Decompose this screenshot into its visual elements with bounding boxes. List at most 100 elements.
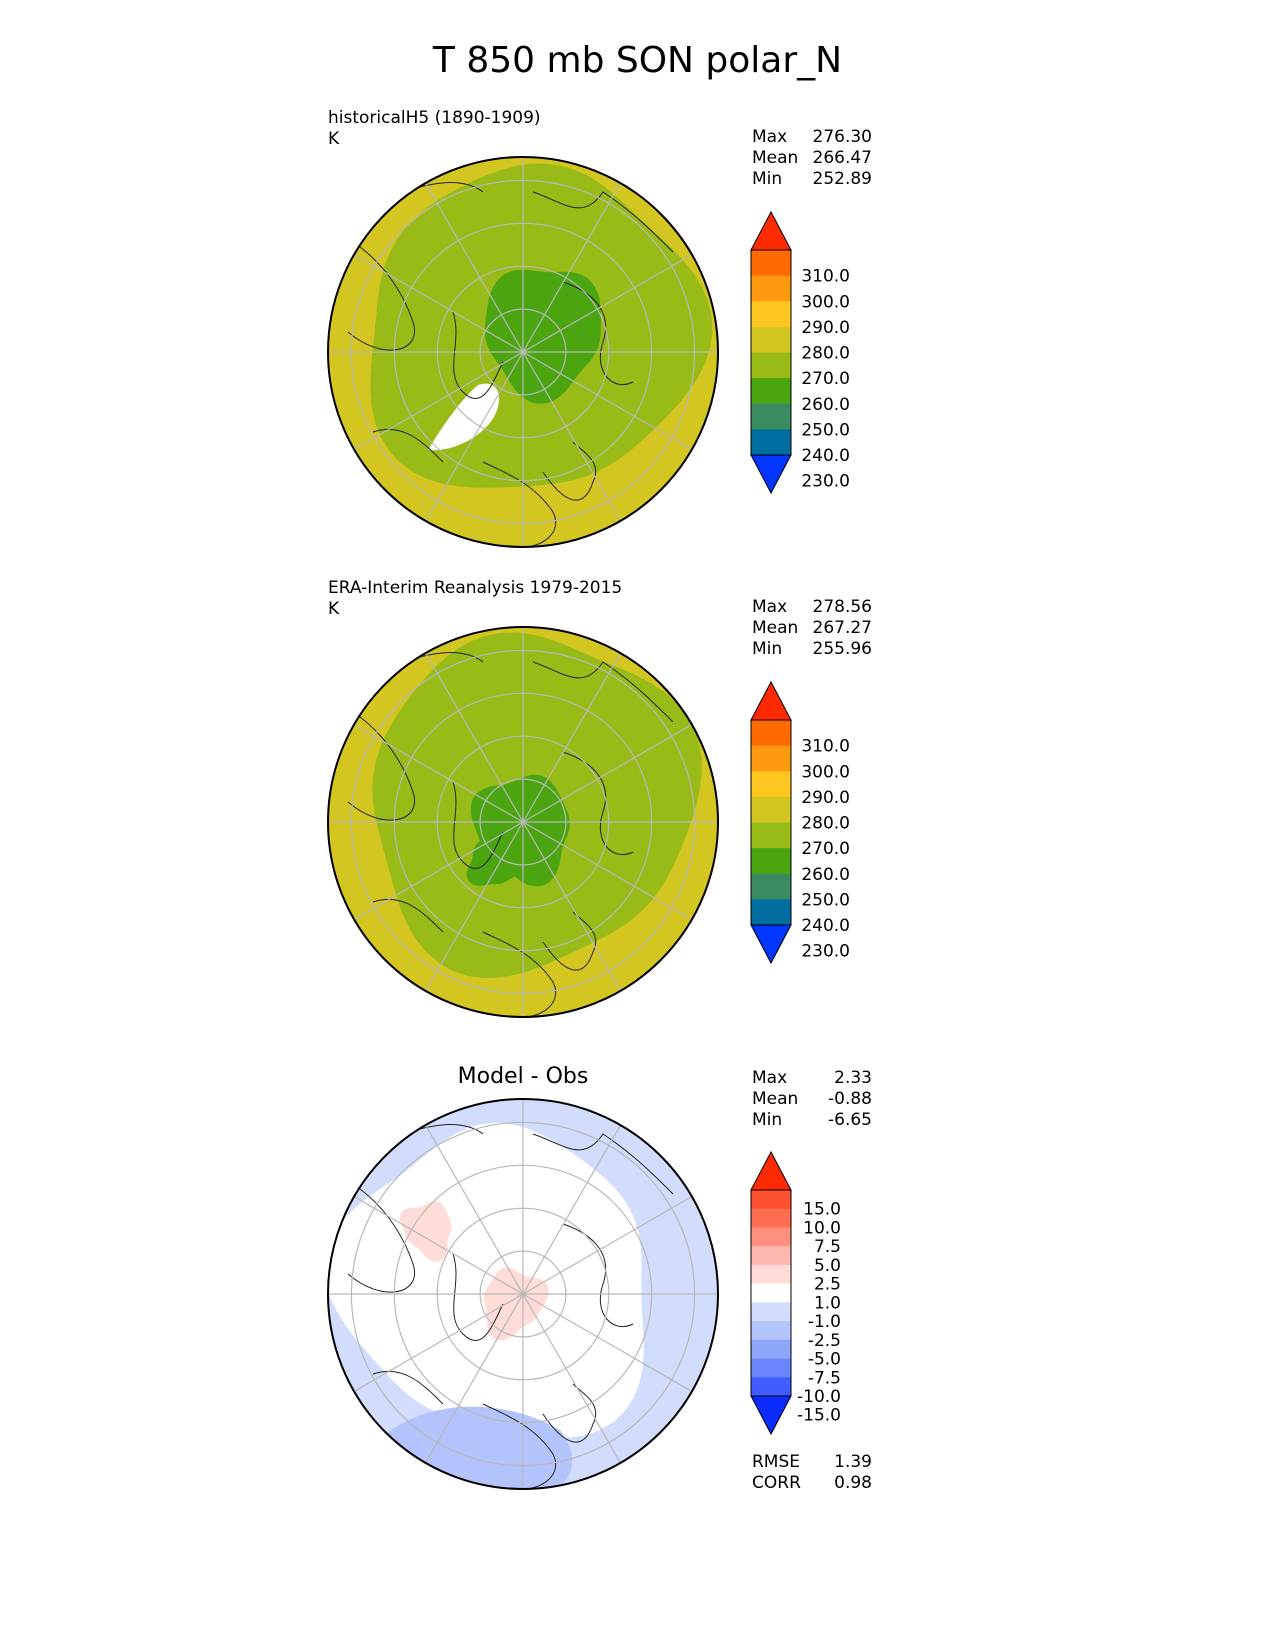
meridian-line bbox=[522, 253, 693, 353]
colorbar-tick-label: -15.0 bbox=[797, 1406, 841, 1426]
colorbar-tick-label: 280.0 bbox=[801, 344, 850, 364]
colorbar-1: 310.0 300.0 290.0 280.0 270.0 260.0 250.0 240.0… bbox=[750, 210, 850, 495]
colorbar-tick-label: -1.0 bbox=[808, 1312, 841, 1332]
colorbar-swatch bbox=[751, 1358, 791, 1378]
stat-value: 255.96 bbox=[812, 639, 872, 659]
colorbar-tick-label: -10.0 bbox=[797, 1387, 841, 1407]
panel-1-units-label: K bbox=[328, 129, 340, 149]
coastline-segment bbox=[452, 311, 504, 399]
colorbar-tick-label: 240.0 bbox=[801, 916, 850, 936]
stat-key: Min bbox=[752, 169, 783, 189]
coastline-segment bbox=[532, 1133, 674, 1195]
meridian-line bbox=[424, 351, 524, 522]
panel-2-label: ERA-Interim Reanalysis 1979-2015 K bbox=[328, 578, 622, 620]
coastline-segment bbox=[347, 241, 416, 351]
coastline-segment bbox=[482, 931, 557, 1017]
stat-value: 278.56 bbox=[812, 597, 872, 617]
colorbar-tick-label: 2.5 bbox=[814, 1275, 841, 1295]
colorbar-swatch bbox=[751, 873, 791, 900]
colorbar-extend-top bbox=[750, 1150, 792, 1191]
stat-key: Max bbox=[752, 127, 788, 147]
colorbar-tick-label: 310.0 bbox=[801, 737, 850, 757]
coastline-segment bbox=[372, 898, 444, 933]
stat-value: 267.27 bbox=[812, 618, 872, 638]
stat-key: Min bbox=[752, 1110, 783, 1130]
field-band-core-extension bbox=[466, 835, 527, 886]
colorbar-tick-label: 260.0 bbox=[801, 865, 850, 885]
colorbar-tick-label: 240.0 bbox=[801, 446, 850, 466]
field-band-warm-bias-2 bbox=[399, 1201, 452, 1262]
colorbar-swatch bbox=[751, 275, 791, 302]
meridian-line bbox=[522, 1195, 693, 1295]
meridian-line bbox=[424, 182, 524, 353]
stat-value: -0.88 bbox=[828, 1089, 872, 1109]
graticule bbox=[328, 157, 718, 547]
stat-row-min: Min 255.96 bbox=[752, 639, 872, 661]
colorbar-extend-top bbox=[750, 210, 792, 251]
meridian-line bbox=[522, 821, 622, 992]
colorbar-extend-bottom bbox=[750, 924, 792, 965]
colorbar-tick-label: 1.0 bbox=[814, 1293, 841, 1313]
colorbar-swatch bbox=[751, 1190, 791, 1210]
colorbar-swatch bbox=[751, 1208, 791, 1228]
colorbar-extend-bottom bbox=[750, 1395, 792, 1436]
colorbar-extend-bottom bbox=[750, 454, 792, 495]
colorbar-swatch bbox=[751, 1321, 791, 1341]
meridian-line bbox=[353, 253, 524, 353]
meridian-line bbox=[353, 1195, 524, 1295]
stat-key: Mean bbox=[752, 618, 799, 638]
stat-row-max: Max 2.33 bbox=[752, 1068, 872, 1090]
meridian-line bbox=[424, 1293, 524, 1464]
colorbar-tick-label: 260.0 bbox=[801, 395, 850, 415]
stat-key: Max bbox=[752, 1068, 788, 1088]
colorbar-swatch bbox=[751, 720, 791, 747]
stat-row-mean: Mean -0.88 bbox=[752, 1089, 872, 1111]
stat-row-mean: Mean 266.47 bbox=[752, 148, 872, 170]
colorbar-swatch bbox=[751, 1302, 791, 1322]
stat-row-min: Min -6.65 bbox=[752, 1110, 872, 1132]
stat-value: -6.65 bbox=[828, 1110, 872, 1130]
colorbar-tick-label: 7.5 bbox=[814, 1237, 841, 1257]
meridian-line bbox=[424, 1124, 524, 1295]
colorbar-tick-label: -5.0 bbox=[808, 1350, 841, 1370]
colorbar-tick-label: 300.0 bbox=[801, 292, 850, 312]
stat-row-corr: CORR 0.98 bbox=[752, 1473, 872, 1495]
stat-key: Mean bbox=[752, 148, 799, 168]
meridian-line bbox=[522, 1293, 693, 1393]
colorbar-tick-label: 290.0 bbox=[801, 318, 850, 338]
colorbar-swatch bbox=[751, 745, 791, 772]
stat-value: 276.30 bbox=[812, 127, 872, 147]
meridian-line bbox=[353, 351, 524, 451]
coastline-segment bbox=[542, 911, 596, 971]
page-title: T 850 mb SON polar_N bbox=[432, 40, 843, 81]
stat-key: Min bbox=[752, 639, 783, 659]
colorbar-tick-label: 270.0 bbox=[801, 839, 850, 859]
coastline-segment bbox=[452, 781, 504, 869]
panel-1-label: historicalH5 (1890-1909) K bbox=[328, 108, 541, 150]
map-panel-2 bbox=[327, 626, 719, 1018]
colorbar-tick-label: 290.0 bbox=[801, 788, 850, 808]
stat-value: 266.47 bbox=[812, 148, 872, 168]
coastline-segment bbox=[482, 1403, 557, 1489]
colorbar-tick-label: 250.0 bbox=[801, 890, 850, 910]
coastline-segment bbox=[482, 461, 557, 547]
meridian-line bbox=[522, 1293, 622, 1464]
stat-row-max: Max 278.56 bbox=[752, 597, 872, 619]
panel-3-title: Model - Obs bbox=[457, 1064, 589, 1089]
colorbar-swatch bbox=[751, 326, 791, 353]
meridian-line bbox=[522, 182, 622, 353]
stat-row-mean: Mean 267.27 bbox=[752, 618, 872, 640]
coastline-segment bbox=[372, 428, 444, 463]
colorbar-swatch bbox=[751, 352, 791, 379]
colorbar-swatch bbox=[751, 378, 791, 405]
colorbar-swatch bbox=[751, 1227, 791, 1247]
stat-row-min: Min 252.89 bbox=[752, 169, 872, 191]
stat-key: CORR bbox=[752, 1473, 801, 1493]
field-band-near-zero bbox=[328, 1122, 644, 1438]
panel-1-model-label: historicalH5 (1890-1909) bbox=[328, 108, 541, 128]
colorbar-swatch bbox=[751, 403, 791, 430]
missing-data-region bbox=[428, 383, 500, 451]
field-band-core bbox=[484, 269, 601, 404]
colorbar-frame bbox=[750, 1189, 792, 1397]
